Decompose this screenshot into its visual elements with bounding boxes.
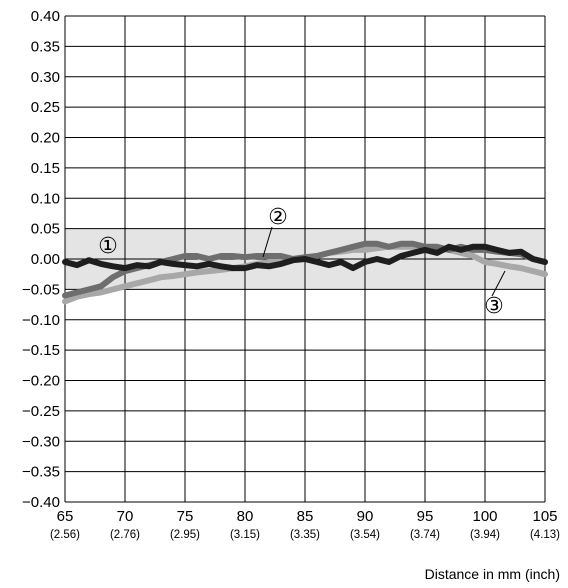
series-layer [62, 240, 548, 305]
x-axis-title: Distance in mm (inch) [425, 566, 560, 582]
x-tick-label-mm: 95 [417, 508, 434, 525]
y-tick-label: −0.40 [22, 494, 60, 511]
x-tick-label-inch: (3.94) [470, 529, 500, 541]
y-tick-label: −0.20 [22, 373, 60, 390]
x-tick-label-inch: (3.15) [230, 529, 260, 541]
series-markers: ① ② ③ [98, 205, 506, 319]
y-tick-label: 0.30 [31, 69, 60, 86]
y-tick-label: −0.05 [22, 281, 60, 298]
series-marker-3: ③ [484, 294, 504, 319]
y-tick-label: 0.00 [31, 251, 60, 268]
series-marker-2: ② [268, 205, 288, 230]
x-tick-label-mm: 75 [177, 508, 194, 525]
x-tick-label-inch: (3.35) [290, 529, 320, 541]
x-tick-label-mm: 65 [57, 508, 74, 525]
x-tick-label-inch: (3.74) [410, 529, 440, 541]
marker-leader-3 [491, 270, 506, 297]
x-tick-label-inch: (4.13) [530, 529, 560, 541]
x-tick-label-inch: (2.56) [50, 529, 80, 541]
y-tick-label: −0.30 [22, 433, 60, 450]
y-tick-label: 0.35 [31, 38, 60, 55]
x-tick-label-inch: (2.76) [110, 529, 140, 541]
x-tick-label-inch: (3.54) [350, 529, 380, 541]
x-tick-label-mm: 70 [117, 508, 134, 525]
y-tick-label: 0.40 [31, 8, 60, 25]
y-tick-label: −0.15 [22, 342, 60, 359]
x-tick-label-mm: 85 [297, 508, 314, 525]
series-line-1 [62, 243, 548, 272]
y-tick-label: 0.10 [31, 190, 60, 207]
x-tick-label-mm: 90 [357, 508, 374, 525]
x-tick-label-mm: 80 [237, 508, 254, 525]
y-tick-label: −0.25 [22, 403, 60, 420]
y-tick-label: 0.15 [31, 160, 60, 177]
series-marker-1: ① [98, 234, 118, 259]
y-tick-label: −0.10 [22, 312, 60, 329]
x-tick-label-inch: (2.95) [170, 529, 200, 541]
y-tick-label: −0.35 [22, 464, 60, 481]
marker-leader-2 [262, 226, 273, 258]
x-tick-label-mm: 100 [472, 508, 497, 525]
y-tick-labels: 0.40 0.35 0.30 0.25 0.20 0.15 0.10 0.05 0.00 −0.0… [22, 8, 60, 511]
x-tick-labels: 65 (2.56) 70 (2.76) 75 (2.95) 80 (3.15) 85 (3.35)… [50, 508, 560, 541]
x-tick-label-mm: 105 [532, 508, 557, 525]
y-tick-label: 0.05 [31, 221, 60, 238]
y-tick-label: 0.20 [31, 130, 60, 147]
y-tick-label: 0.25 [31, 99, 60, 116]
